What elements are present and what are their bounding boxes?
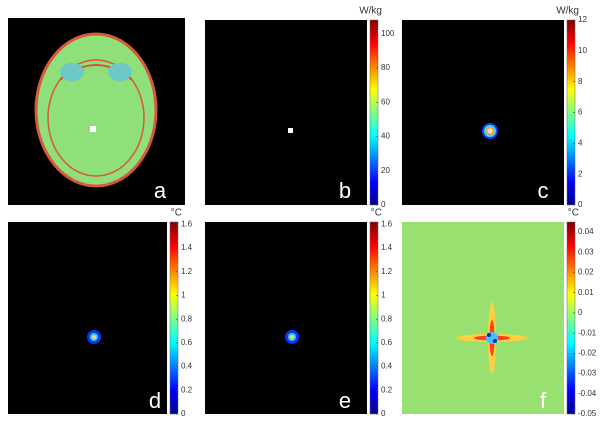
- tick-label: 1.4: [181, 243, 193, 252]
- tick-label: 0.4: [381, 362, 393, 371]
- tick-label: 20: [381, 166, 390, 175]
- colorbar-unit: °C: [371, 208, 382, 219]
- tick-label: 0.6: [181, 338, 193, 347]
- tick-label: 0.8: [381, 314, 393, 323]
- tick-label: 0.01: [578, 288, 594, 297]
- panel-letter: e: [339, 388, 351, 413]
- tick-label: 80: [381, 63, 390, 72]
- tick-label: 10: [578, 46, 587, 55]
- colorbar-unit: W/kg: [359, 6, 382, 17]
- colorbar-unit: W/kg: [556, 6, 579, 17]
- tick-label: 40: [381, 132, 390, 141]
- tick-label: 0.2: [381, 385, 393, 394]
- tick-label: 1: [181, 291, 186, 300]
- colorbar: [169, 221, 179, 415]
- tick-label: 1.2: [381, 267, 393, 276]
- tick-label: 12: [578, 15, 587, 24]
- tick-label: 0.8: [181, 314, 193, 323]
- tick-label: 1: [381, 291, 386, 300]
- panel-e-image: [205, 222, 367, 414]
- tick-label: 0.2: [181, 385, 193, 394]
- panel-f-image: [402, 222, 564, 414]
- panel-d-image: [8, 222, 167, 414]
- tick-label: 0: [181, 409, 186, 418]
- tick-label: 1.4: [381, 243, 393, 252]
- tick-label: 6: [578, 108, 583, 117]
- tick-label: 8: [578, 77, 583, 86]
- tick-label: 0.6: [381, 338, 393, 347]
- tick-label: 0: [381, 200, 386, 209]
- colorbar-unit: °C: [568, 208, 579, 219]
- tick-label: 100: [381, 29, 395, 38]
- colorbar-unit: °C: [171, 208, 182, 219]
- colorbar: [369, 221, 379, 415]
- tick-label: -0.02: [578, 348, 597, 357]
- panel-c-image: [402, 20, 564, 205]
- panel-letter: f: [540, 388, 547, 413]
- tick-label: 0.4: [181, 362, 193, 371]
- tick-label: 0: [381, 409, 386, 418]
- tick-label: 4: [578, 138, 583, 147]
- colorbar: [566, 221, 576, 415]
- tick-label: 1.6: [181, 219, 193, 228]
- panel-b-image: [205, 20, 367, 205]
- tick-label: 0: [578, 308, 583, 317]
- panel-letter: c: [538, 178, 549, 203]
- panel-letter: b: [339, 178, 351, 203]
- tick-label: 0: [578, 200, 583, 209]
- tick-label: -0.04: [578, 389, 597, 398]
- tick-label: 0.02: [578, 268, 594, 277]
- panel-letter: d: [149, 388, 161, 413]
- tick-label: -0.01: [578, 328, 597, 337]
- tick-label: 0.03: [578, 247, 594, 256]
- tick-label: 0.04: [578, 227, 594, 236]
- tick-label: 1.2: [181, 267, 193, 276]
- tick-label: 2: [578, 169, 583, 178]
- panel-letter: a: [154, 178, 167, 203]
- tick-label: 60: [381, 97, 390, 106]
- panel-a-image: [8, 18, 185, 205]
- tick-label: -0.05: [578, 409, 597, 418]
- tick-label: -0.03: [578, 369, 597, 378]
- tick-label: 1.6: [381, 219, 393, 228]
- colorbar: [369, 19, 379, 206]
